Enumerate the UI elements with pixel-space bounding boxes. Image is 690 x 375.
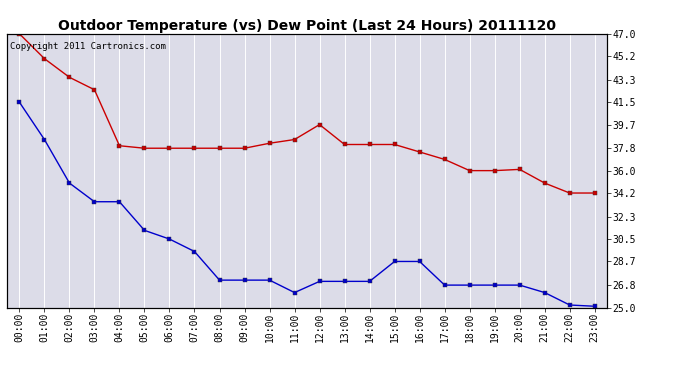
Title: Outdoor Temperature (vs) Dew Point (Last 24 Hours) 20111120: Outdoor Temperature (vs) Dew Point (Last… [58,19,556,33]
Text: Copyright 2011 Cartronics.com: Copyright 2011 Cartronics.com [10,42,166,51]
